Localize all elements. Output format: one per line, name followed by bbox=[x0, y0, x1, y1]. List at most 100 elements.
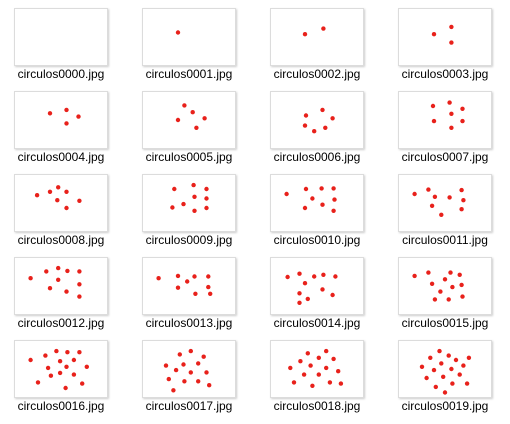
red-dot bbox=[204, 205, 209, 211]
file-item[interactable]: circulos0008.jpg bbox=[4, 174, 130, 256]
red-dot bbox=[438, 289, 443, 294]
file-name[interactable]: circulos0003.jpg bbox=[401, 67, 489, 81]
file-item[interactable]: circulos0018.jpg bbox=[260, 340, 386, 422]
file-name[interactable]: circulos0015.jpg bbox=[401, 316, 489, 330]
red-dot bbox=[460, 294, 465, 299]
file-item[interactable]: circulos0007.jpg bbox=[388, 91, 510, 173]
file-item[interactable]: circulos0003.jpg bbox=[388, 8, 510, 90]
red-dot bbox=[64, 205, 69, 211]
red-dot bbox=[63, 385, 68, 391]
file-thumbnail[interactable] bbox=[142, 257, 236, 315]
file-item[interactable]: circulos0002.jpg bbox=[260, 8, 386, 90]
file-item[interactable]: circulos0001.jpg bbox=[132, 8, 258, 90]
file-item[interactable]: circulos0006.jpg bbox=[260, 91, 386, 173]
file-name[interactable]: circulos0008.jpg bbox=[17, 233, 105, 247]
red-dot bbox=[331, 208, 336, 213]
red-dot bbox=[449, 125, 454, 130]
red-dot bbox=[308, 363, 313, 368]
file-thumbnail[interactable] bbox=[270, 8, 364, 66]
file-name[interactable]: circulos0007.jpg bbox=[401, 150, 489, 164]
red-dot bbox=[65, 350, 70, 355]
file-thumbnail[interactable] bbox=[398, 257, 492, 315]
file-item[interactable]: circulos0014.jpg bbox=[260, 257, 386, 339]
red-dot bbox=[431, 32, 437, 37]
file-thumbnail[interactable] bbox=[142, 174, 236, 232]
thumbnail-image bbox=[412, 187, 466, 217]
file-item[interactable]: circulos0013.jpg bbox=[132, 257, 258, 339]
red-dot bbox=[331, 356, 336, 362]
thumbnail-image bbox=[419, 348, 472, 395]
red-dot bbox=[190, 110, 195, 115]
file-thumbnail[interactable] bbox=[270, 174, 364, 232]
file-thumbnail[interactable] bbox=[14, 174, 108, 232]
red-dot bbox=[460, 118, 465, 124]
file-name[interactable]: circulos0001.jpg bbox=[145, 67, 233, 81]
file-name[interactable]: circulos0009.jpg bbox=[145, 233, 233, 247]
red-dot bbox=[441, 374, 446, 379]
file-name[interactable]: circulos0005.jpg bbox=[145, 150, 233, 164]
file-item[interactable]: circulos0009.jpg bbox=[132, 174, 258, 256]
red-dot bbox=[156, 276, 161, 281]
file-name[interactable]: circulos0006.jpg bbox=[273, 150, 361, 164]
file-name[interactable]: circulos0004.jpg bbox=[17, 150, 105, 164]
red-dot bbox=[460, 106, 465, 111]
file-item[interactable]: circulos0010.jpg bbox=[260, 174, 386, 256]
file-thumbnail[interactable] bbox=[14, 8, 108, 66]
file-thumbnail[interactable] bbox=[398, 174, 492, 232]
file-item[interactable]: circulos0012.jpg bbox=[4, 257, 130, 339]
red-dot bbox=[172, 186, 177, 192]
file-thumbnail[interactable] bbox=[142, 340, 236, 398]
file-thumbnail[interactable] bbox=[270, 257, 364, 315]
file-thumbnail[interactable] bbox=[14, 91, 108, 149]
red-dot bbox=[185, 279, 190, 284]
file-thumbnail[interactable] bbox=[270, 91, 364, 149]
file-name[interactable]: circulos0016.jpg bbox=[17, 399, 105, 413]
file-name[interactable]: circulos0017.jpg bbox=[145, 399, 233, 413]
file-thumbnail[interactable] bbox=[270, 340, 364, 398]
file-thumbnail[interactable] bbox=[398, 8, 492, 66]
thumbnail-image bbox=[170, 182, 209, 213]
file-thumbnail[interactable] bbox=[14, 340, 108, 398]
file-thumbnail[interactable] bbox=[14, 257, 108, 315]
file-name[interactable]: circulos0000.jpg bbox=[17, 67, 105, 81]
red-dot bbox=[432, 194, 438, 199]
red-dot bbox=[464, 381, 470, 386]
red-dot bbox=[303, 113, 309, 118]
file-thumbnail[interactable] bbox=[142, 8, 236, 66]
file-name[interactable]: circulos0018.jpg bbox=[273, 399, 361, 413]
file-thumbnail[interactable] bbox=[398, 340, 492, 398]
file-item[interactable]: circulos0011.jpg bbox=[388, 174, 510, 256]
red-dot bbox=[332, 197, 337, 202]
red-dot bbox=[461, 363, 466, 368]
thumbnail-image bbox=[34, 185, 82, 211]
red-dot bbox=[28, 276, 33, 281]
file-name[interactable]: circulos0014.jpg bbox=[273, 316, 361, 330]
file-name[interactable]: circulos0019.jpg bbox=[401, 399, 489, 413]
red-dot bbox=[305, 351, 310, 356]
red-dot bbox=[316, 372, 321, 377]
file-item[interactable]: circulos0017.jpg bbox=[132, 340, 258, 422]
file-item[interactable]: circulos0019.jpg bbox=[388, 340, 510, 422]
red-dot bbox=[208, 291, 213, 296]
file-item[interactable]: circulos0000.jpg bbox=[4, 8, 130, 90]
file-thumbnail[interactable] bbox=[398, 91, 492, 149]
red-dot bbox=[336, 369, 341, 374]
file-item[interactable]: circulos0016.jpg bbox=[4, 340, 130, 422]
file-item[interactable]: circulos0005.jpg bbox=[132, 91, 258, 173]
red-dot bbox=[439, 212, 444, 217]
file-thumbnail[interactable] bbox=[142, 91, 236, 149]
file-item[interactable]: circulos0015.jpg bbox=[388, 257, 510, 339]
red-dot bbox=[188, 348, 193, 354]
red-dot bbox=[204, 186, 209, 192]
red-dot bbox=[312, 274, 317, 279]
file-name[interactable]: circulos0010.jpg bbox=[273, 233, 361, 247]
file-item[interactable]: circulos0004.jpg bbox=[4, 91, 130, 173]
file-name[interactable]: circulos0002.jpg bbox=[273, 67, 361, 81]
thumbnail-image bbox=[163, 348, 212, 393]
file-name[interactable]: circulos0012.jpg bbox=[17, 316, 105, 330]
red-dot bbox=[166, 376, 171, 382]
file-name[interactable]: circulos0011.jpg bbox=[402, 233, 488, 247]
thumbnail-image bbox=[175, 30, 181, 35]
file-name[interactable]: circulos0013.jpg bbox=[145, 316, 233, 330]
red-dot bbox=[43, 353, 48, 358]
